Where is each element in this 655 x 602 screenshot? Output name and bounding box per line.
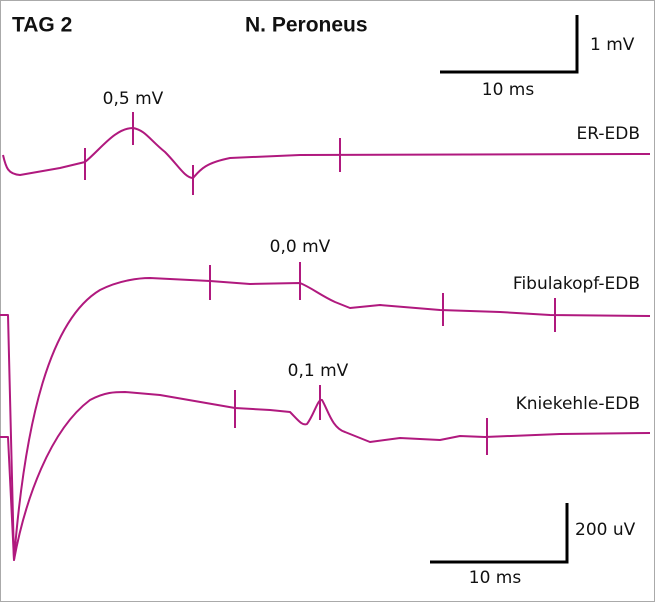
scale-time: 10 ms [469,568,522,588]
trace [0,391,651,561]
trace-label: ER-EDB [577,124,641,144]
trace [0,277,651,561]
scale-bar [430,503,569,564]
nerve: N. Peroneus [245,14,368,37]
amplitude-label: 0,5 mV [103,89,164,109]
trace [2,127,651,179]
scale-bar [440,15,579,74]
scale-amplitude: 200 uV [575,520,636,540]
amplitude-label: 0,1 mV [288,361,349,381]
scale-amplitude: 1 mV [590,35,635,55]
trace-label: Fibulakopf-EDB [513,274,640,294]
amplitude-label: 0,0 mV [270,237,331,257]
scale-time: 10 ms [482,80,535,100]
title: TAG 2 [12,14,72,37]
trace-label: Kniekehle-EDB [516,394,640,414]
